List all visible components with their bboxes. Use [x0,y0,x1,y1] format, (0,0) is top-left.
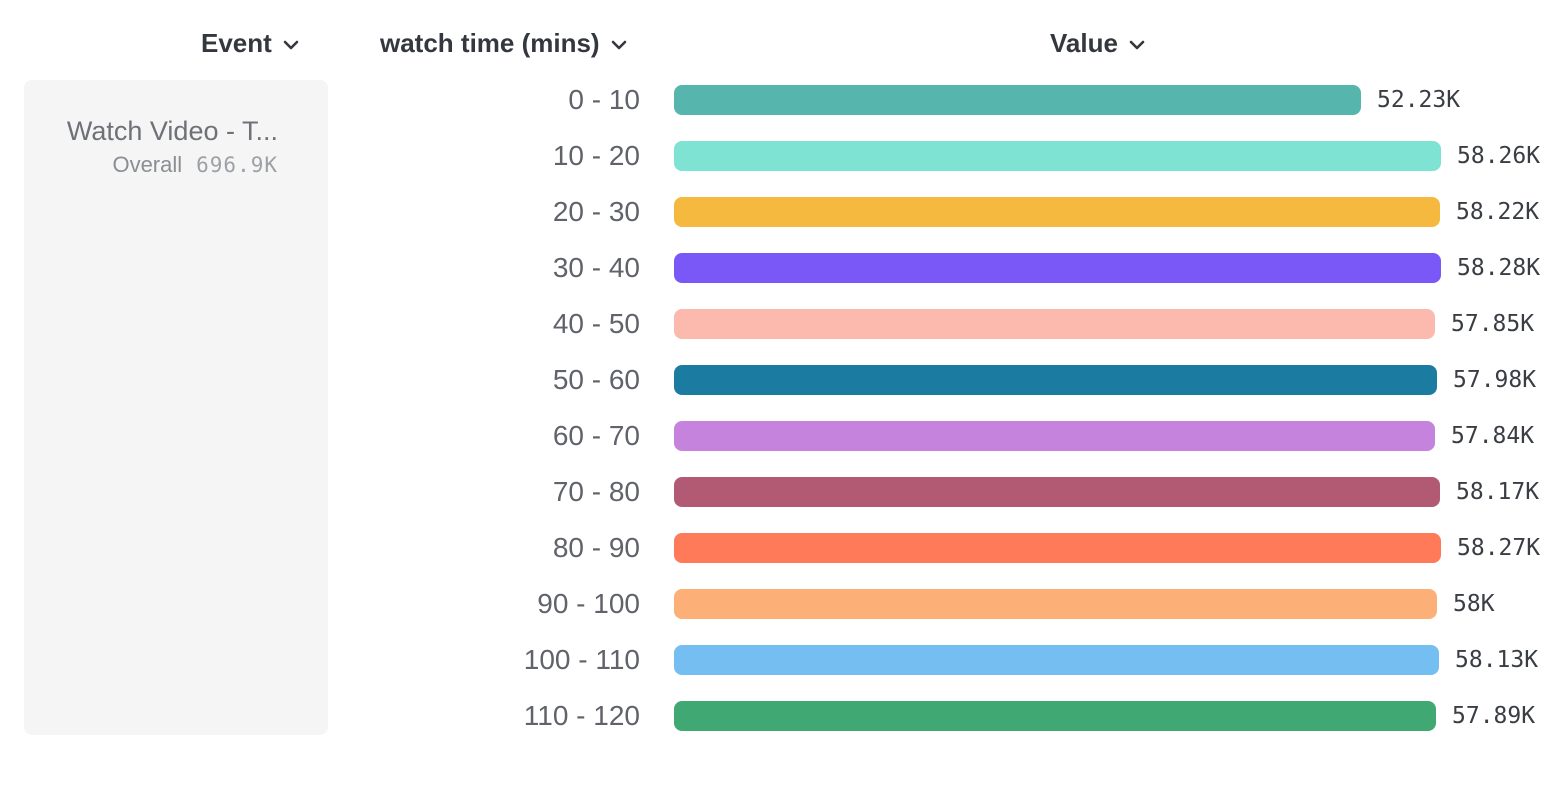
column-header-value[interactable]: Value [1050,27,1145,59]
bar-value: 57.85K [1451,311,1535,337]
bucket-label: 70 - 80 [552,476,640,507]
bar-value: 58.17K [1456,479,1540,505]
bucket-label: 60 - 70 [552,420,640,451]
chart-row: 30 - 40 58.28K [0,253,1568,283]
bar-value: 58.13K [1455,647,1539,673]
chart-row: 20 - 30 58.22K [0,197,1568,227]
bar-value: 57.84K [1451,423,1535,449]
bucket-label: 10 - 20 [552,140,640,171]
chevron-down-icon [283,37,299,50]
bucket-label: 100 - 110 [523,644,640,675]
column-header-breakdown-label: watch time (mins) [380,27,600,58]
bar[interactable] [674,365,1437,395]
chart-row: 80 - 90 58.27K [0,533,1568,563]
bar[interactable] [674,309,1435,339]
bar[interactable] [674,533,1441,563]
event-title: Watch Video - T... [66,116,278,146]
column-header-value-label: Value [1050,27,1118,58]
chart-row: 60 - 70 57.84K [0,421,1568,451]
bucket-label: 40 - 50 [552,308,640,339]
bucket-label: 80 - 90 [552,532,640,563]
bar-value: 57.89K [1452,703,1536,729]
bar-value: 58.27K [1457,535,1541,561]
bar-value: 58K [1453,591,1495,617]
column-header-breakdown[interactable]: watch time (mins) [380,27,627,59]
bar[interactable] [674,477,1440,507]
chart-row: 0 - 10 52.23K [0,85,1568,115]
bar-value: 58.28K [1457,255,1541,281]
bucket-label: 90 - 100 [537,588,640,619]
overall-label: Overall [112,152,183,177]
bucket-label: 50 - 60 [552,364,640,395]
bar-chart: 0 - 10 52.23K 10 - 20 58.26K 20 - 30 58.… [0,85,1568,757]
chevron-down-icon [611,37,627,50]
bar[interactable] [674,253,1441,283]
chart-row: 70 - 80 58.17K [0,477,1568,507]
bar-value: 57.98K [1453,367,1537,393]
bar[interactable] [674,645,1439,675]
bucket-label: 20 - 30 [552,196,640,227]
bar-value: 52.23K [1377,87,1461,113]
chevron-down-icon [1129,37,1145,50]
bucket-label: 0 - 10 [568,84,640,115]
bucket-label: 110 - 120 [523,700,640,731]
bar-value: 58.22K [1456,199,1540,225]
column-header-event[interactable]: Event [201,27,299,59]
bar[interactable] [674,421,1435,451]
chart-row: 110 - 120 57.89K [0,701,1568,731]
bar[interactable] [674,701,1436,731]
chart-row: 90 - 100 58K [0,589,1568,619]
overall-row: Overall 696.9K [24,152,328,178]
column-header-event-label: Event [201,27,272,58]
bar[interactable] [674,197,1440,227]
chart-row: 50 - 60 57.98K [0,365,1568,395]
overall-value: 696.9K [196,153,278,177]
bar[interactable] [674,589,1437,619]
bar-value: 58.26K [1457,143,1541,169]
event-card[interactable]: Watch Video - T... Overall 696.9K [24,80,328,735]
chart-row: 100 - 110 58.13K [0,645,1568,675]
bar[interactable] [674,85,1361,115]
chart-row: 10 - 20 58.26K [0,141,1568,171]
chart-row: 40 - 50 57.85K [0,309,1568,339]
bar[interactable] [674,141,1441,171]
bucket-label: 30 - 40 [552,252,640,283]
